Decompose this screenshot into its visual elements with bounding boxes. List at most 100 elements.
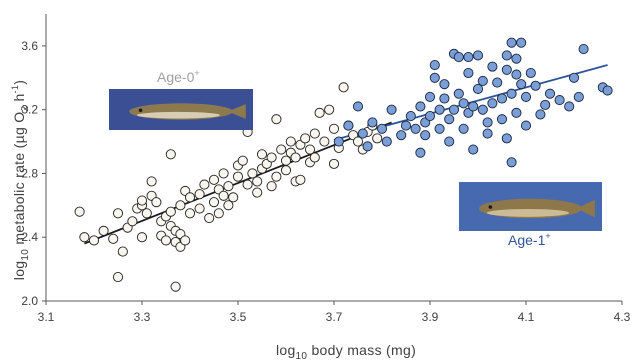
series-1-point [578, 44, 589, 55]
series-0-point [271, 171, 282, 182]
series-0-point [204, 213, 215, 224]
series-0-point [141, 208, 152, 219]
series-1-point [516, 79, 527, 90]
series-0-point [213, 208, 224, 219]
age0-label-text: Age-0 [157, 69, 195, 85]
series-1-point [448, 104, 460, 115]
series-0-point [285, 136, 296, 147]
x-tick-label: 4.3 [614, 310, 631, 324]
series-0-point [160, 235, 172, 246]
series-1-point [458, 98, 469, 109]
series-0-point [79, 232, 90, 243]
series-0-point [295, 174, 306, 185]
series-1-point [496, 114, 508, 125]
fish-belly [486, 208, 570, 217]
series-0-point [266, 152, 277, 163]
series-1-point [511, 107, 522, 118]
series-1-point [602, 85, 613, 96]
series-1-point [535, 109, 546, 120]
series-0-point [309, 152, 320, 163]
series-1-point [357, 128, 368, 139]
series-1-point [511, 69, 522, 80]
series-0-point [352, 136, 364, 147]
y-tick-label: 2.8 [21, 166, 38, 180]
series-1-point [434, 123, 445, 134]
series-0-point [252, 176, 263, 187]
series-0-point [256, 149, 268, 160]
series-1-point [487, 61, 498, 72]
series-0-point [194, 203, 205, 214]
series-0-point [108, 233, 119, 244]
series-0-point [74, 206, 85, 217]
series-1-point [482, 128, 493, 139]
series-0-point [237, 155, 248, 166]
series-0-point [175, 200, 186, 211]
series-1-point [333, 136, 344, 147]
age1-label-sup: + [545, 231, 550, 241]
series-0-point [88, 235, 100, 246]
series-1-point [386, 104, 397, 115]
series-1-point [400, 120, 412, 131]
fish-tail [576, 199, 595, 218]
series-0-point [338, 82, 349, 93]
series-1-point [520, 120, 532, 131]
series-1-point [420, 130, 431, 141]
series-0-point [170, 281, 181, 292]
series-0-point [266, 181, 277, 192]
series-0-point [199, 179, 210, 190]
series-0-point [309, 128, 320, 139]
data-points [74, 37, 613, 292]
y-axis-title-sub: 10 [20, 249, 31, 261]
series-1-point [472, 83, 484, 94]
x-tick-label: 3.3 [134, 310, 151, 324]
series-1-point [429, 72, 440, 83]
age0-fish-photo [109, 89, 253, 130]
series-1-point [424, 110, 436, 122]
series-0-point [218, 190, 229, 201]
series-0-point [276, 144, 287, 155]
series-1-point [477, 104, 488, 115]
series-0-point [127, 216, 138, 227]
fish-eye [488, 205, 493, 209]
series-1-point [472, 50, 484, 61]
series-0-point [146, 176, 157, 187]
series-0-point [208, 197, 220, 208]
series-1-point [434, 104, 445, 115]
series-0-point [194, 189, 205, 200]
series-1-point [439, 79, 450, 90]
fish-belly [136, 111, 220, 119]
y-tick-label: 3.2 [21, 103, 38, 117]
series-1-point [477, 75, 488, 87]
series-1-point [501, 133, 512, 144]
series-1-point [501, 64, 512, 75]
series-1-point [343, 120, 354, 131]
series-0-point [242, 179, 253, 190]
series-0-point [328, 158, 340, 169]
y-tick-label: 2.0 [21, 294, 38, 308]
series-1-point [568, 72, 580, 83]
series-1-point [530, 80, 541, 91]
x-tick-label: 3.9 [422, 310, 439, 324]
series-0-point [223, 181, 234, 192]
series-1-point [352, 101, 364, 112]
series-1-point [453, 88, 464, 99]
y-axis-title-end: ) [11, 80, 27, 85]
series-1-point [564, 101, 575, 112]
series-1-point [487, 98, 498, 109]
series-1-point [362, 141, 373, 152]
series-1-point [554, 95, 565, 106]
y-axis-title-prefix: log [11, 261, 27, 281]
series-0-point [228, 192, 239, 203]
series-0-point [324, 104, 335, 115]
x-tick-label: 4.1 [518, 310, 535, 324]
series-1-point [520, 91, 532, 102]
series-0-point [136, 195, 148, 206]
series-1-point [429, 59, 440, 71]
x-axis-title-rest: body mass (mg) [307, 342, 416, 358]
series-1-point [506, 157, 517, 168]
y-tick-label: 3.6 [21, 39, 38, 53]
series-1-point [482, 117, 493, 128]
series-1-point [540, 99, 551, 110]
series-0-point [314, 107, 325, 118]
series-0-point [180, 235, 191, 246]
